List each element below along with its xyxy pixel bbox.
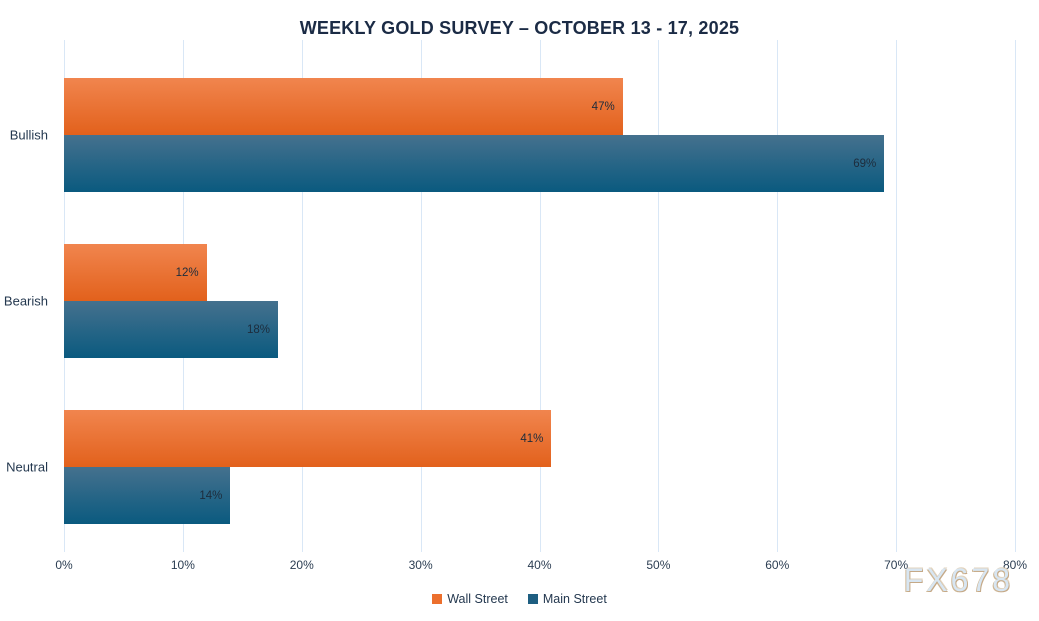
plot-area: 47% 69% 12% 18% 41% 14%	[64, 40, 1016, 552]
gridline	[658, 40, 660, 552]
gridline	[1015, 40, 1016, 552]
x-tick-label: 80%	[1002, 558, 1028, 572]
legend: Wall Street Main Street	[0, 592, 1039, 606]
legend-swatch-icon	[527, 594, 538, 604]
bar-group-neutral: 41% 14%	[64, 410, 1015, 524]
legend-item-wall-street: Wall Street	[432, 592, 508, 606]
bar-group-bearish: 12% 18%	[64, 244, 1015, 358]
x-axis: 0% 10% 20% 30% 40% 50% 60% 70% 80%	[55, 558, 1027, 576]
x-tick-label: 0%	[55, 558, 73, 572]
bar-main-street: 14%	[64, 467, 231, 524]
value-label: 14%	[199, 489, 223, 502]
legend-item-main-street: Main Street	[527, 592, 607, 606]
category-label-bearish: Bearish	[3, 293, 48, 309]
x-tick-label: 30%	[408, 558, 433, 572]
gridline	[896, 40, 898, 552]
watermark: FX678	[903, 562, 1013, 598]
category-label-bullish: Bullish	[9, 127, 48, 143]
gridline	[539, 40, 541, 552]
bar-wall-street: 41%	[64, 410, 552, 467]
bar-wall-street: 12%	[64, 244, 207, 301]
x-tick-label: 40%	[527, 558, 552, 572]
bar-group-bullish: 47% 69%	[64, 78, 1015, 192]
value-label: 41%	[520, 432, 544, 445]
gridline	[777, 40, 779, 552]
legend-label: Wall Street	[447, 592, 508, 606]
chart-title: WEEKLY GOLD SURVEY – OCTOBER 13 - 17, 20…	[299, 18, 740, 38]
x-tick-label: 10%	[170, 558, 195, 572]
x-tick-label: 60%	[765, 558, 790, 572]
category-label-neutral: Neutral	[6, 459, 48, 475]
bar-main-street: 18%	[64, 301, 278, 358]
legend-swatch-icon	[432, 594, 443, 604]
x-tick-label: 50%	[646, 558, 671, 572]
value-label: 47%	[591, 100, 615, 113]
bar-main-street: 69%	[64, 135, 885, 192]
gridline	[420, 40, 422, 552]
category-axis: Bullish Bearish Neutral	[0, 40, 58, 552]
x-tick-label: 70%	[884, 558, 909, 572]
bar-wall-street: 47%	[64, 78, 623, 135]
x-tick-label: 20%	[289, 558, 314, 572]
value-label: 12%	[175, 266, 199, 279]
value-label: 69%	[853, 157, 877, 170]
value-label: 18%	[246, 323, 270, 336]
legend-label: Main Street	[542, 592, 607, 606]
gridline	[301, 40, 303, 552]
